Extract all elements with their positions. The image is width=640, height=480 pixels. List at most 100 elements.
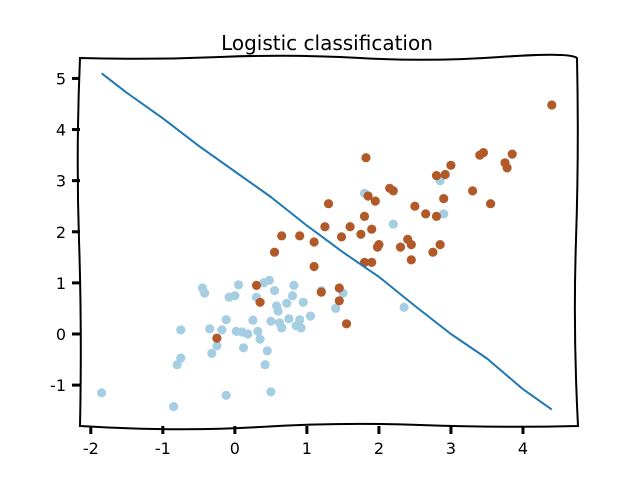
- axes-frame: [76, 53, 580, 431]
- data-point-class-1: [406, 240, 416, 250]
- data-point-class-1: [410, 201, 420, 211]
- data-point-class-1: [374, 240, 384, 250]
- data-point-class-1: [446, 160, 456, 170]
- data-point-class-1: [478, 148, 488, 158]
- data-point-class-1: [421, 209, 431, 219]
- x-axis: -2 -1 0 1 2 3 4: [83, 426, 528, 458]
- data-point-class-0: [296, 323, 306, 333]
- data-point-class-0: [176, 325, 186, 335]
- y-axis: -1 0 1 2 3 4 5: [50, 69, 80, 395]
- data-point-class-0: [253, 326, 263, 336]
- data-point-class-0: [287, 291, 298, 301]
- data-point-class-0: [243, 329, 253, 339]
- data-point-class-1: [277, 231, 287, 241]
- data-point-class-0: [289, 280, 299, 290]
- y-tick-label: 2: [56, 223, 66, 242]
- data-point-class-0: [298, 297, 308, 307]
- data-point-class-0: [399, 302, 409, 312]
- data-point-class-1: [345, 222, 355, 232]
- data-point-class-1: [367, 224, 377, 234]
- data-point-class-0: [205, 324, 215, 334]
- data-point-class-0: [233, 280, 244, 290]
- y-tick-label: 3: [56, 172, 66, 191]
- data-point-class-0: [260, 360, 270, 370]
- x-tick-label: 3: [446, 439, 456, 458]
- data-point-class-1: [547, 100, 557, 110]
- data-point-class-1: [507, 149, 517, 159]
- data-point-class-1: [341, 319, 352, 329]
- data-point-class-1: [336, 232, 347, 242]
- plot-area: [97, 72, 557, 412]
- data-point-class-1: [431, 171, 442, 181]
- data-point-class-1: [316, 287, 326, 297]
- data-point-class-1: [309, 261, 319, 272]
- x-tick-label: -1: [155, 439, 171, 458]
- data-point-class-1: [361, 153, 371, 163]
- data-point-class-0: [388, 219, 398, 229]
- data-point-class-0: [172, 360, 182, 370]
- data-point-class-1: [295, 231, 305, 241]
- data-point-class-1: [269, 247, 280, 257]
- data-point-class-0: [284, 314, 294, 324]
- data-point-class-0: [221, 315, 231, 325]
- data-point-class-1: [431, 211, 442, 221]
- data-point-class-1: [439, 194, 449, 204]
- data-point-class-1: [428, 247, 438, 257]
- data-point-class-1: [486, 199, 496, 209]
- data-point-class-1: [440, 169, 450, 180]
- data-point-class-1: [388, 186, 398, 196]
- data-point-class-1: [212, 333, 222, 343]
- data-point-class-0: [305, 311, 316, 321]
- y-tick-label: 1: [56, 274, 66, 293]
- data-point-class-1: [468, 186, 478, 196]
- data-point-class-0: [230, 291, 240, 301]
- data-point-class-1: [334, 296, 344, 306]
- data-point-class-1: [255, 297, 265, 307]
- data-point-class-0: [266, 316, 276, 326]
- x-tick-label: -2: [83, 439, 99, 458]
- data-point-class-0: [439, 209, 449, 219]
- y-tick-label: 0: [56, 325, 66, 344]
- data-point-class-0: [255, 334, 265, 344]
- data-point-class-1: [435, 240, 445, 250]
- data-point-class-0: [207, 348, 217, 358]
- data-point-class-0: [282, 298, 292, 308]
- data-point-class-1: [359, 211, 370, 221]
- data-point-class-1: [395, 242, 406, 252]
- data-point-class-0: [295, 315, 305, 325]
- data-point-class-1: [309, 237, 319, 247]
- data-point-class-0: [200, 288, 210, 298]
- data-point-class-1: [334, 283, 344, 293]
- data-point-class-1: [370, 196, 380, 206]
- data-point-class-1: [502, 163, 512, 173]
- data-point-class-0: [248, 315, 258, 325]
- data-point-class-1: [363, 191, 373, 201]
- x-tick-label: 1: [302, 439, 312, 458]
- x-tick-label: 4: [518, 439, 528, 458]
- data-point-class-0: [221, 390, 231, 400]
- series-class-0: [97, 176, 449, 412]
- y-tick-label: 5: [56, 69, 66, 88]
- chart-title: Logistic classification: [221, 31, 433, 55]
- data-point-class-1: [367, 257, 377, 267]
- data-point-class-0: [97, 388, 107, 398]
- x-tick-label: 2: [374, 439, 384, 458]
- data-point-class-1: [320, 222, 330, 232]
- decision-boundary-line: [100, 72, 553, 411]
- data-point-class-1: [406, 255, 416, 265]
- data-point-class-0: [169, 402, 179, 412]
- y-tick-label: -1: [50, 376, 66, 395]
- data-point-class-0: [264, 275, 274, 285]
- data-point-class-0: [277, 323, 287, 333]
- data-point-class-0: [266, 387, 276, 397]
- data-point-class-0: [273, 306, 283, 316]
- data-point-class-0: [262, 346, 272, 356]
- x-tick-label: 0: [230, 439, 240, 458]
- data-point-class-0: [331, 303, 341, 313]
- data-point-class-0: [238, 343, 249, 353]
- data-point-class-0: [212, 341, 222, 351]
- y-tick-label: 4: [56, 121, 66, 140]
- series-class-1: [212, 100, 557, 343]
- data-point-class-0: [217, 325, 227, 335]
